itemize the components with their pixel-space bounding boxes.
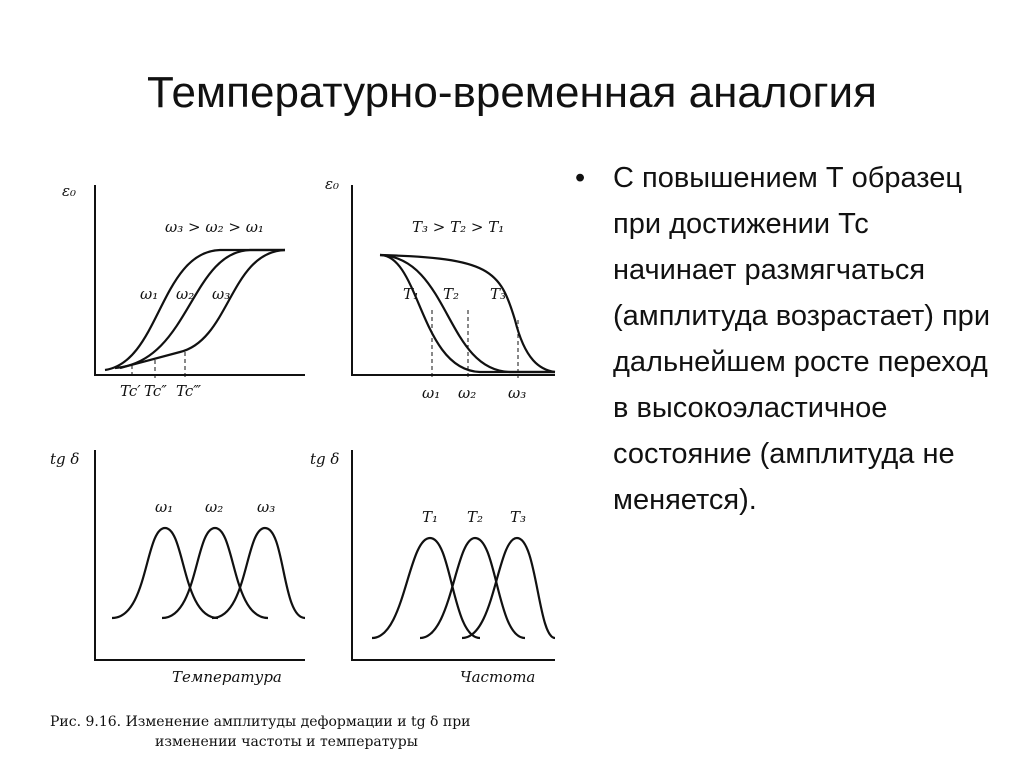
x-label: Частота — [460, 668, 535, 686]
order-label: T₃ > T₂ > T₁ — [412, 218, 504, 236]
curve-label: T₁ — [403, 285, 419, 303]
x-mark: Tc″ — [144, 382, 167, 400]
y-label: ε₀ — [325, 175, 339, 193]
x-mark: ω₁ — [422, 384, 440, 402]
curve — [119, 248, 286, 370]
curve — [371, 536, 481, 640]
curve — [419, 536, 526, 640]
axes — [351, 450, 555, 661]
y-label: tg δ — [310, 450, 339, 468]
curve-label: T₃ — [510, 508, 526, 526]
curve — [379, 253, 555, 374]
curve — [379, 253, 555, 374]
curve — [161, 526, 269, 620]
y-label: ε₀ — [62, 182, 76, 200]
x-mark: ω₃ — [508, 384, 526, 402]
curve-label: ω₃ — [212, 285, 230, 303]
axes — [94, 450, 305, 661]
x-label: Температура — [172, 668, 282, 686]
bullet: • С повышением Т образец при достижении … — [575, 155, 995, 523]
caption: Рис. 9.16. Изменение амплитуды деформаци… — [50, 714, 471, 730]
curve — [461, 536, 556, 640]
curve-label: ω₁ — [140, 285, 158, 303]
x-mark: ω₂ — [458, 384, 476, 402]
curve — [114, 248, 285, 370]
curve-label: T₂ — [467, 508, 483, 526]
curve-label: ω₁ — [155, 498, 173, 516]
curve — [379, 253, 556, 374]
y-label: tg δ — [50, 450, 79, 468]
slide-title: Температурно-временная аналогия — [147, 68, 877, 117]
axes — [94, 185, 305, 376]
axes — [351, 185, 555, 376]
x-mark: Tc‴ — [176, 382, 201, 400]
curve-label: T₁ — [422, 508, 438, 526]
curve-label: T₂ — [443, 285, 459, 303]
order-label: ω₃ > ω₂ > ω₁ — [165, 218, 264, 236]
curve — [111, 526, 219, 620]
x-mark: Tc′ — [120, 382, 141, 400]
curve-label: ω₂ — [176, 285, 194, 303]
curve-label: ω₃ — [257, 498, 275, 516]
bullet-dot: • — [575, 162, 586, 194]
curve — [211, 526, 306, 620]
bullet-text: С повышением Т образец при достижении Тс… — [613, 162, 991, 516]
curve-label: ω₂ — [205, 498, 223, 516]
curve-label: T₃ — [490, 285, 506, 303]
caption: изменении частоты и температуры — [155, 734, 418, 750]
curve — [104, 248, 285, 372]
